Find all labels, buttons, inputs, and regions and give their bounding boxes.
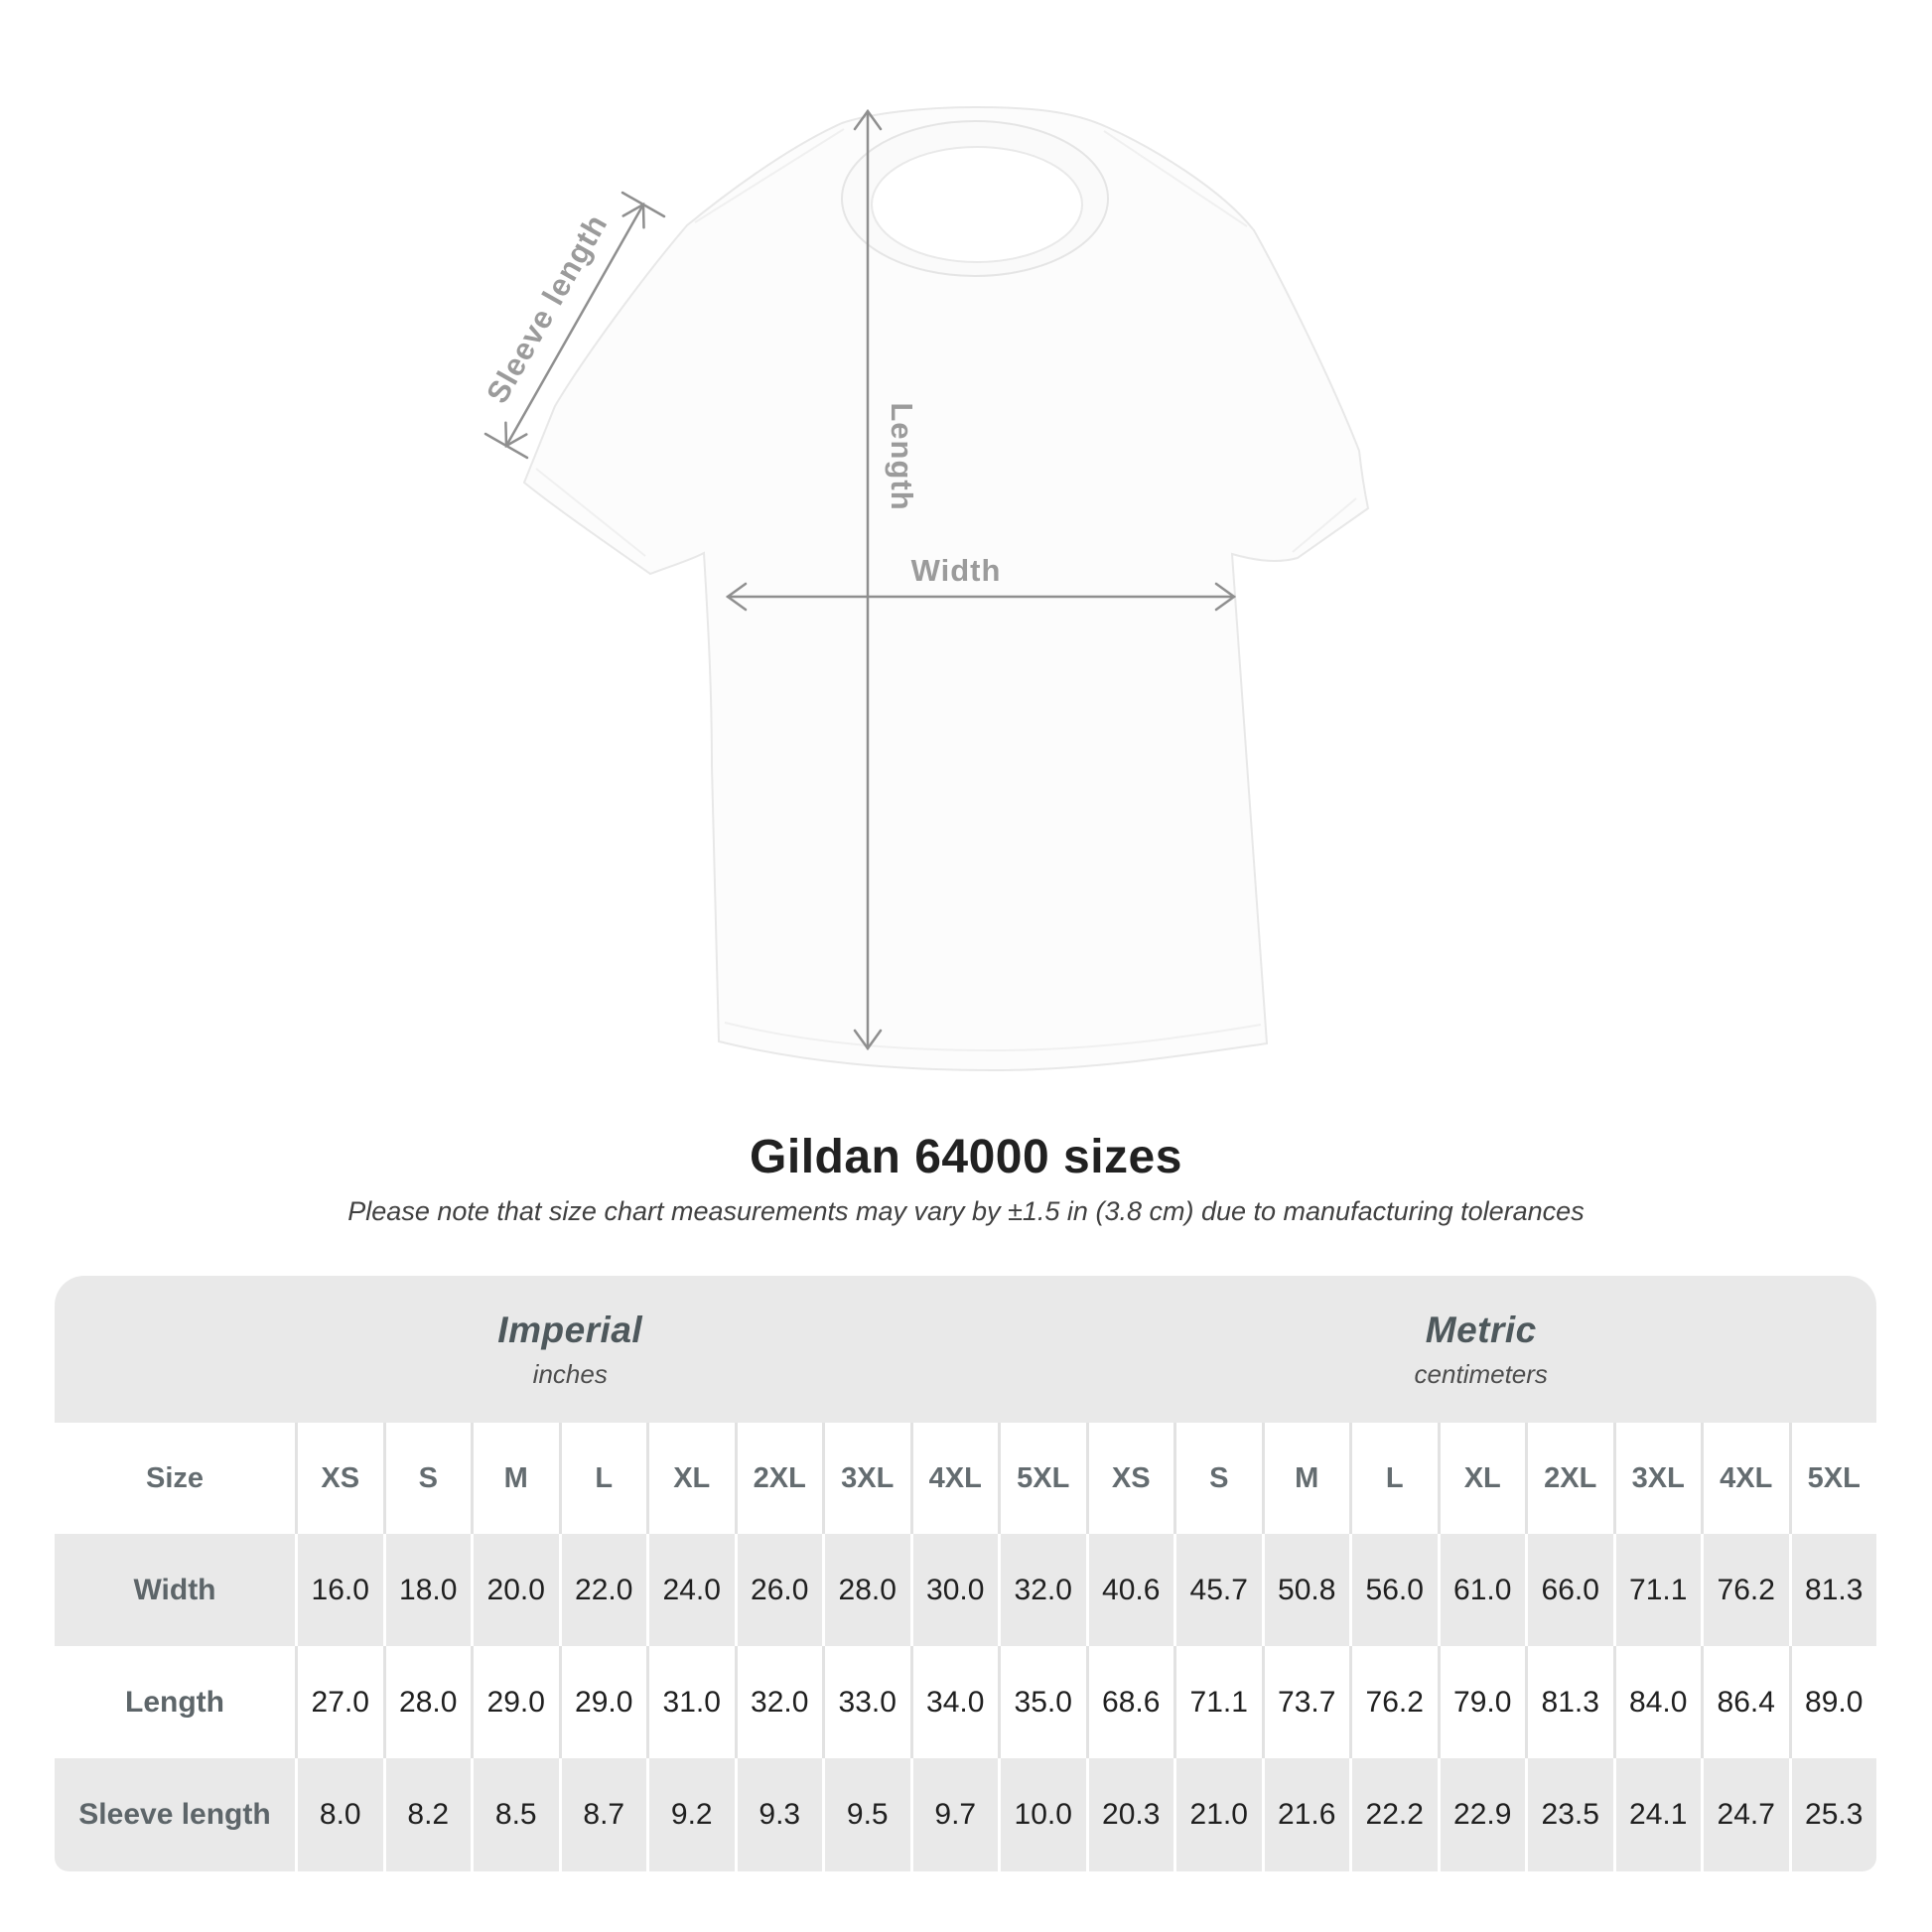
size-header-imperial-2xl: 2XL <box>734 1423 822 1534</box>
tshirt-measurement-figure: Sleeve length Length Width <box>480 105 1370 1072</box>
size-header-metric-3xl: 3XL <box>1612 1423 1701 1534</box>
sleeve-metric-l: 22.2 <box>1349 1758 1438 1871</box>
sleeve-metric-m: 21.6 <box>1261 1758 1349 1871</box>
sleeve-metric-3xl: 24.1 <box>1612 1758 1701 1871</box>
sleeve-imperial-l: 8.7 <box>558 1758 646 1871</box>
length-imperial-xl: 31.0 <box>646 1646 735 1758</box>
size-header-imperial-m: M <box>471 1423 559 1534</box>
width-imperial-3xl: 28.0 <box>822 1534 910 1646</box>
sleeve-metric-xl: 22.9 <box>1437 1758 1525 1871</box>
length-imperial-xs: 27.0 <box>295 1646 383 1758</box>
size-header-imperial-4xl: 4XL <box>909 1423 998 1534</box>
size-header-metric-l: L <box>1349 1423 1438 1534</box>
width-metric-l: 56.0 <box>1349 1534 1438 1646</box>
metric-header-title: Metric <box>1425 1309 1537 1350</box>
length-metric-2xl: 81.3 <box>1525 1646 1613 1758</box>
imperial-header-unit: inches <box>532 1358 608 1389</box>
imperial-header: Imperial inches <box>55 1276 1086 1423</box>
sleeve-imperial-5xl: 10.0 <box>998 1758 1086 1871</box>
dimension-lines <box>483 108 1237 1051</box>
width-imperial-xs: 16.0 <box>295 1534 383 1646</box>
sleeve-imperial-3xl: 9.5 <box>822 1758 910 1871</box>
sleeve-metric-5xl: 25.3 <box>1788 1758 1876 1871</box>
sleeve-imperial-xs: 8.0 <box>295 1758 383 1871</box>
width-imperial-s: 18.0 <box>382 1534 471 1646</box>
size-header-imperial-xl: XL <box>646 1423 735 1534</box>
metric-header: Metric centimeters <box>1085 1276 1876 1423</box>
length-metric-xs: 68.6 <box>1085 1646 1173 1758</box>
width-imperial-2xl: 26.0 <box>734 1534 822 1646</box>
length-label: Length <box>885 402 919 510</box>
tshirt-body <box>522 105 1370 1072</box>
length-metric-s: 71.1 <box>1173 1646 1262 1758</box>
length-metric-3xl: 84.0 <box>1612 1646 1701 1758</box>
size-header-metric-2xl: 2XL <box>1525 1423 1613 1534</box>
length-imperial-3xl: 33.0 <box>822 1646 910 1758</box>
sleeve-metric-s: 21.0 <box>1173 1758 1262 1871</box>
length-imperial-s: 28.0 <box>382 1646 471 1758</box>
size-chart-table: Imperial inches Metric centimeters Size … <box>55 1276 1876 1871</box>
length-metric-5xl: 89.0 <box>1788 1646 1876 1758</box>
size-header-imperial-5xl: 5XL <box>998 1423 1086 1534</box>
width-imperial-m: 20.0 <box>471 1534 559 1646</box>
width-metric-s: 45.7 <box>1173 1534 1262 1646</box>
tolerance-note: Please note that size chart measurements… <box>347 1196 1585 1226</box>
page-title: Gildan 64000 sizes <box>750 1131 1182 1183</box>
size-header-metric-m: M <box>1261 1423 1349 1534</box>
row-label-length: Length <box>55 1646 295 1758</box>
width-metric-2xl: 66.0 <box>1525 1534 1613 1646</box>
width-metric-4xl: 76.2 <box>1701 1534 1789 1646</box>
size-header-metric-4xl: 4XL <box>1701 1423 1789 1534</box>
tshirt-collar-opening <box>871 146 1083 263</box>
length-imperial-l: 29.0 <box>558 1646 646 1758</box>
sleeve-imperial-2xl: 9.3 <box>734 1758 822 1871</box>
length-metric-xl: 79.0 <box>1437 1646 1525 1758</box>
imperial-header-title: Imperial <box>497 1309 643 1350</box>
size-column-label: Size <box>55 1423 295 1534</box>
length-metric-m: 73.7 <box>1261 1646 1349 1758</box>
length-imperial-2xl: 32.0 <box>734 1646 822 1758</box>
sleeve-metric-4xl: 24.7 <box>1701 1758 1789 1871</box>
size-header-imperial-xs: XS <box>295 1423 383 1534</box>
size-header-imperial-s: S <box>382 1423 471 1534</box>
row-label-sleeve-length: Sleeve length <box>55 1758 295 1871</box>
width-metric-xs: 40.6 <box>1085 1534 1173 1646</box>
width-imperial-xl: 24.0 <box>646 1534 735 1646</box>
size-header-metric-xs: XS <box>1085 1423 1173 1534</box>
length-metric-4xl: 86.4 <box>1701 1646 1789 1758</box>
sleeve-imperial-s: 8.2 <box>382 1758 471 1871</box>
size-header-metric-xl: XL <box>1437 1423 1525 1534</box>
length-metric-l: 76.2 <box>1349 1646 1438 1758</box>
width-metric-5xl: 81.3 <box>1788 1534 1876 1646</box>
sleeve-metric-2xl: 23.5 <box>1525 1758 1613 1871</box>
width-metric-m: 50.8 <box>1261 1534 1349 1646</box>
width-imperial-5xl: 32.0 <box>998 1534 1086 1646</box>
sleeve-imperial-m: 8.5 <box>471 1758 559 1871</box>
width-imperial-4xl: 30.0 <box>909 1534 998 1646</box>
length-imperial-4xl: 34.0 <box>909 1646 998 1758</box>
width-imperial-l: 22.0 <box>558 1534 646 1646</box>
length-imperial-5xl: 35.0 <box>998 1646 1086 1758</box>
sleeve-imperial-xl: 9.2 <box>646 1758 735 1871</box>
sleeve-length-arrow <box>504 203 645 448</box>
size-header-metric-s: S <box>1173 1423 1262 1534</box>
size-header-imperial-3xl: 3XL <box>822 1423 910 1534</box>
sleeve-imperial-4xl: 9.7 <box>909 1758 998 1871</box>
width-metric-3xl: 71.1 <box>1612 1534 1701 1646</box>
metric-header-unit: centimeters <box>1414 1358 1548 1389</box>
size-header-imperial-l: L <box>558 1423 646 1534</box>
length-imperial-m: 29.0 <box>471 1646 559 1758</box>
tshirt-seams <box>535 128 1357 1052</box>
sleeve-metric-xs: 20.3 <box>1085 1758 1173 1871</box>
width-metric-xl: 61.0 <box>1437 1534 1525 1646</box>
width-label: Width <box>911 553 1002 588</box>
row-label-width: Width <box>55 1534 295 1646</box>
size-header-metric-5xl: 5XL <box>1788 1423 1876 1534</box>
